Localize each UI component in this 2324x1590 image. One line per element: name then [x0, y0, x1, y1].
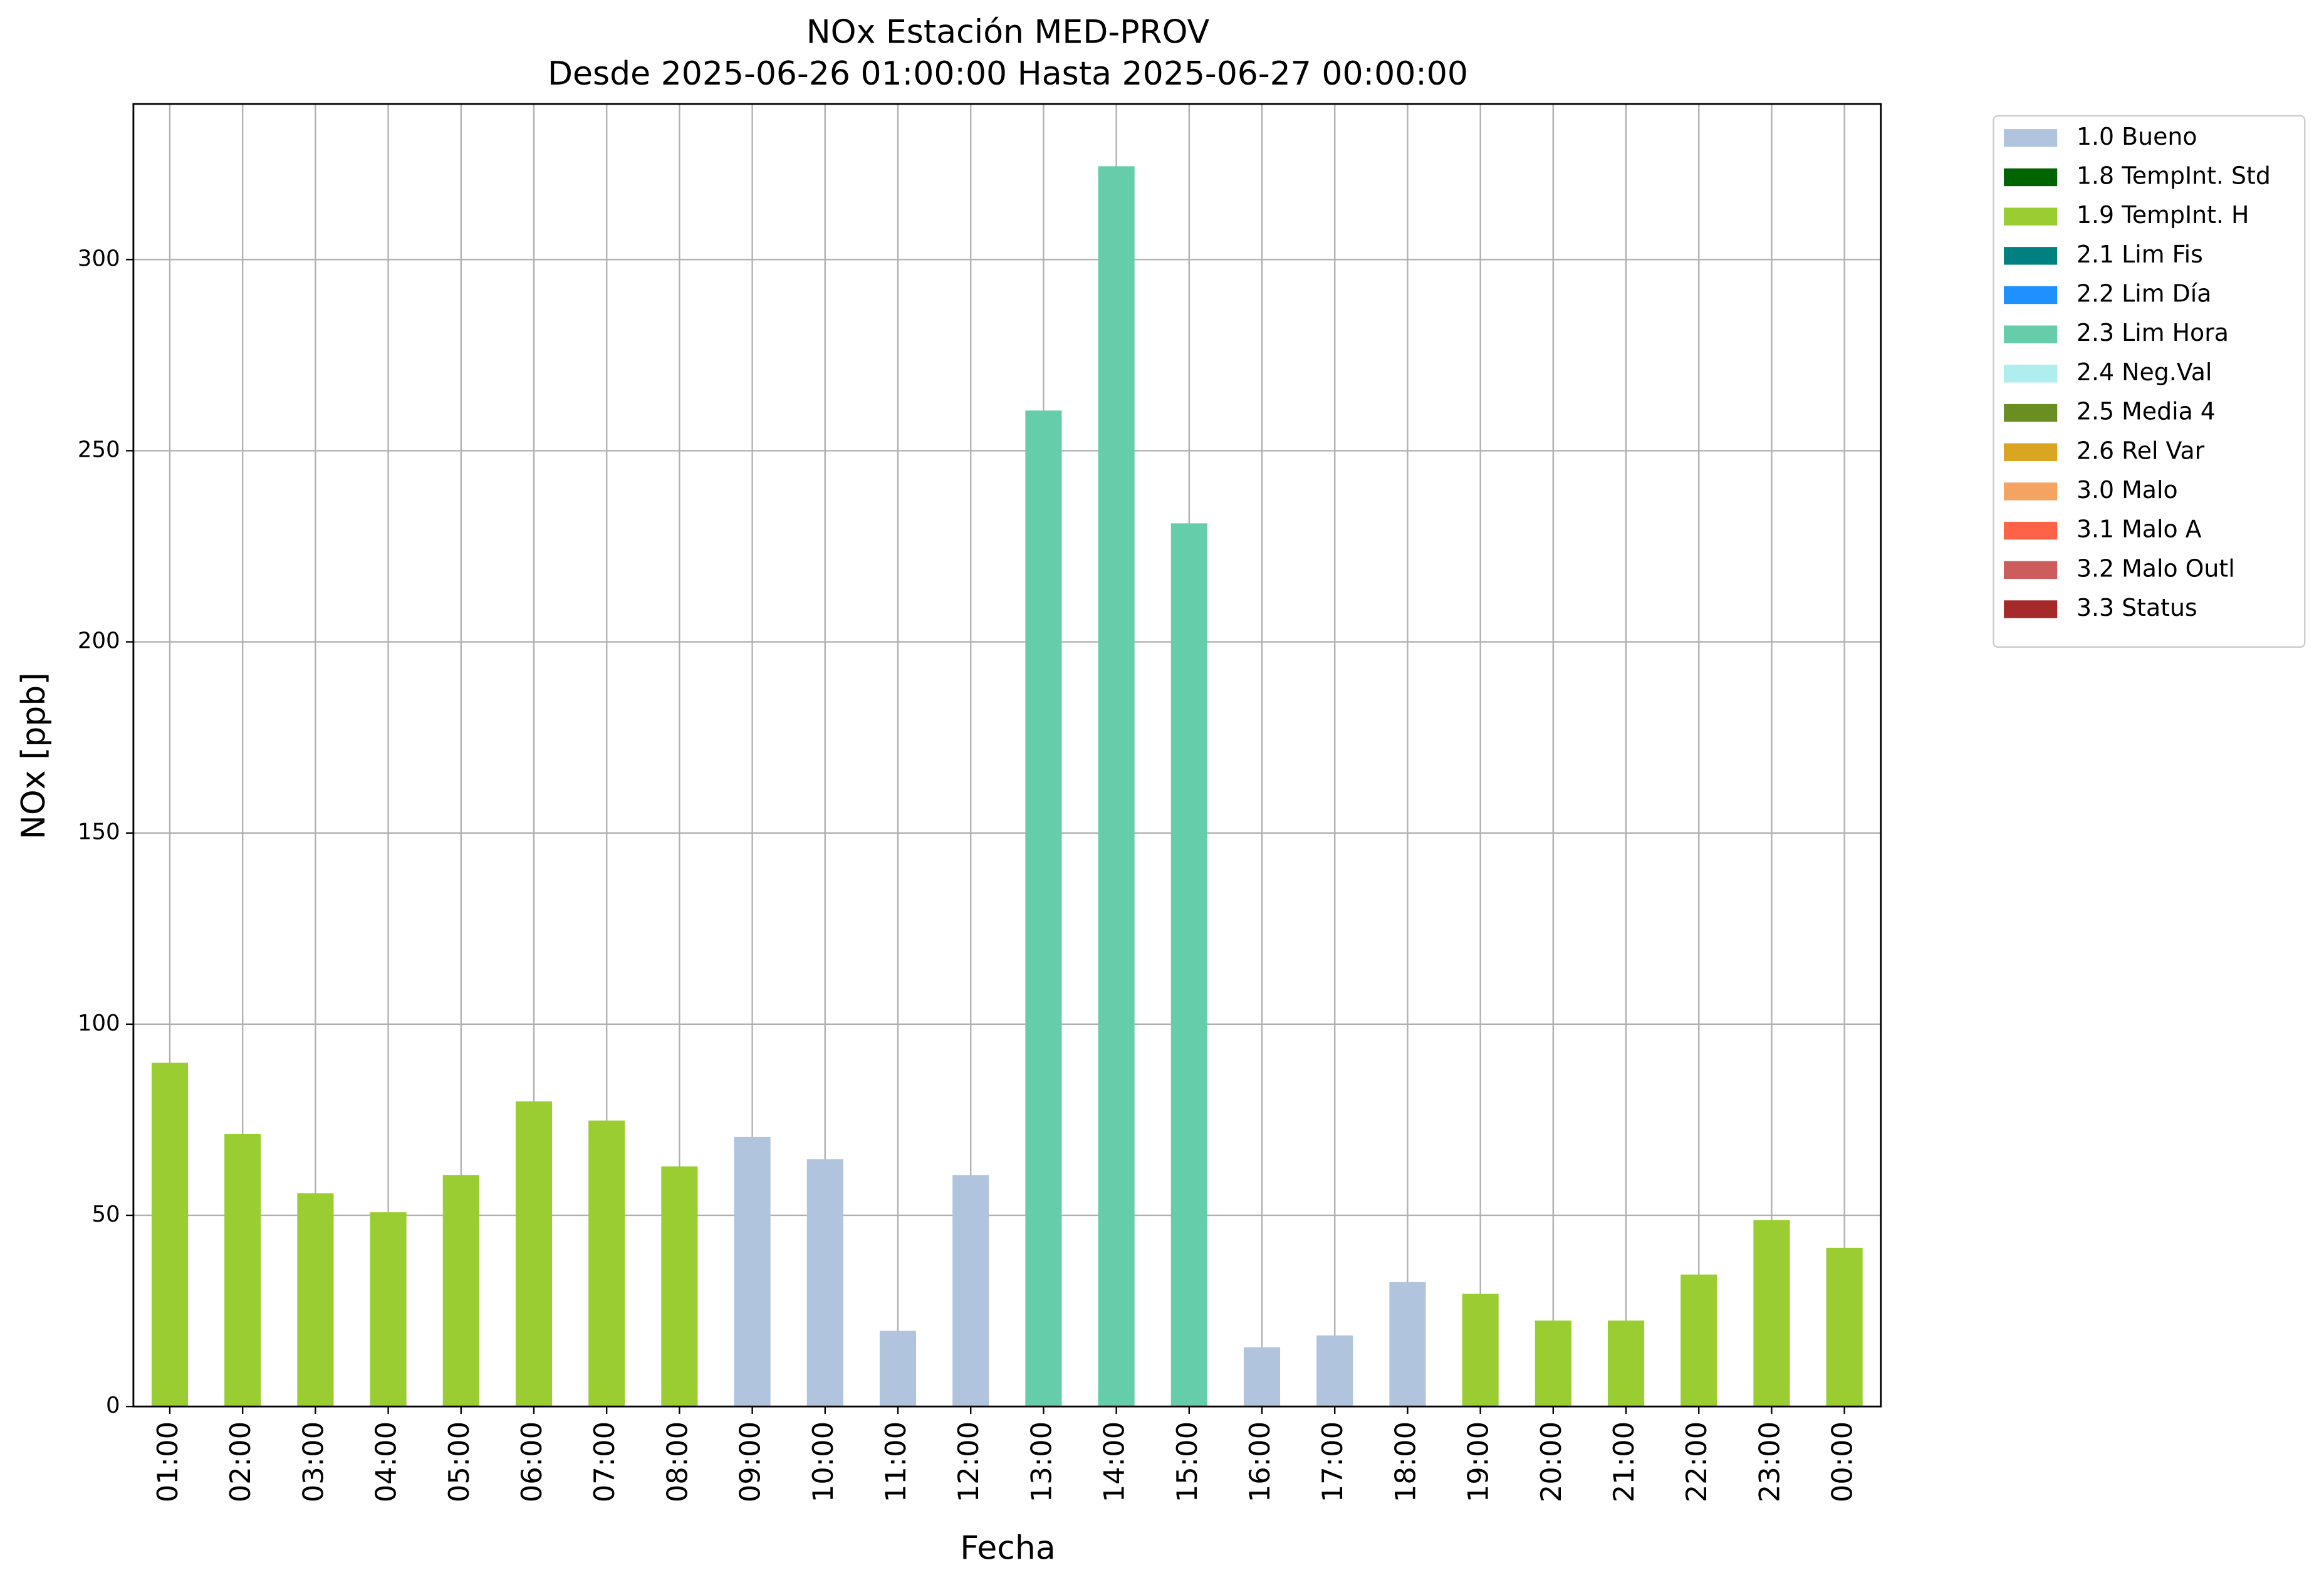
bar [1316, 1335, 1353, 1407]
bar [1025, 410, 1062, 1407]
legend-label: 3.3 Status [2076, 594, 2197, 621]
bar [952, 1175, 989, 1407]
legend-swatch [2004, 561, 2058, 579]
legend-label: 3.1 Malo A [2076, 516, 2202, 543]
legend-label: 2.4 Neg.Val [2076, 358, 2212, 386]
legend-swatch [2004, 443, 2058, 461]
legend-box [1993, 115, 2306, 648]
x-tick-label: 18:00 [1389, 1421, 1422, 1503]
bar [370, 1212, 407, 1407]
x-tick-label: 16:00 [1243, 1421, 1276, 1503]
legend-swatch [2004, 600, 2058, 618]
x-tick-label: 01:00 [151, 1421, 184, 1503]
x-tick-label: 09:00 [734, 1421, 767, 1503]
legend-swatch [2004, 521, 2058, 540]
legend-label: 2.6 Rel Var [2076, 437, 2205, 464]
y-tick-label: 300 [78, 246, 120, 271]
bar [224, 1133, 261, 1407]
bar [515, 1101, 553, 1407]
bar [1243, 1347, 1281, 1407]
x-tick-label: 07:00 [588, 1421, 621, 1503]
legend-swatch [2004, 325, 2058, 343]
bar [1389, 1282, 1426, 1407]
bar [442, 1175, 479, 1407]
legend-label: 3.2 Malo Outl [2076, 554, 2235, 582]
bar [1607, 1320, 1645, 1407]
legend-swatch [2004, 168, 2058, 187]
x-tick-label: 04:00 [370, 1421, 403, 1503]
y-tick-label: 150 [78, 819, 120, 845]
bar [879, 1331, 917, 1407]
legend-label: 2.1 Lim Fis [2076, 241, 2203, 268]
y-tick-label: 250 [78, 437, 120, 462]
bar [1098, 166, 1135, 1407]
x-tick-label: 23:00 [1753, 1421, 1786, 1503]
bar [1753, 1220, 1790, 1407]
legend-swatch [2004, 129, 2058, 147]
bar [151, 1063, 189, 1407]
bar [1680, 1274, 1717, 1407]
bar [1826, 1247, 1863, 1407]
y-tick-label: 200 [78, 628, 120, 654]
x-tick-label: 03:00 [296, 1421, 330, 1503]
plot-frame [132, 103, 1882, 1408]
bar [1170, 523, 1207, 1407]
x-tick-label: 20:00 [1535, 1421, 1568, 1503]
y-tick-label: 50 [91, 1202, 120, 1227]
x-tick-label: 06:00 [515, 1421, 548, 1503]
legend-swatch [2004, 365, 2058, 383]
x-tick-label: 12:00 [952, 1421, 985, 1503]
y-tick-label: 100 [78, 1011, 120, 1036]
x-tick-label: 17:00 [1316, 1421, 1349, 1503]
legend-label: 2.3 Lim Hora [2076, 319, 2229, 346]
bar [1462, 1294, 1499, 1407]
legend-label: 1.9 TempInt. H [2076, 201, 2249, 229]
legend-label: 1.8 TempInt. Std [2076, 162, 2271, 189]
y-tick-label: 0 [106, 1393, 120, 1418]
x-tick-label: 19:00 [1462, 1421, 1495, 1503]
bar [588, 1120, 625, 1407]
x-tick-label: 10:00 [806, 1421, 840, 1503]
y-axis-label: NOx [ppb] [15, 672, 53, 839]
x-tick-label: 13:00 [1024, 1421, 1058, 1503]
legend-swatch [2004, 247, 2058, 265]
x-tick-label: 00:00 [1826, 1421, 1859, 1503]
legend-swatch [2004, 482, 2058, 501]
bar [297, 1193, 334, 1407]
x-tick-label: 02:00 [224, 1421, 257, 1503]
x-tick-label: 22:00 [1680, 1421, 1713, 1503]
bar [806, 1159, 843, 1407]
legend-swatch [2004, 286, 2058, 304]
x-tick-label: 11:00 [879, 1421, 912, 1503]
legend-label: 3.0 Malo [2076, 476, 2178, 504]
x-tick-label: 15:00 [1170, 1421, 1204, 1503]
x-tick-label: 14:00 [1098, 1421, 1131, 1503]
chart-title: NOx Estación MED-PROV [806, 14, 1210, 51]
bar [661, 1166, 698, 1407]
bar [1535, 1320, 1571, 1407]
legend-label: 1.0 Bueno [2076, 123, 2197, 150]
x-tick-label: 08:00 [660, 1421, 694, 1503]
legend-label: 2.2 Lim Día [2076, 280, 2211, 308]
x-tick-label: 21:00 [1607, 1421, 1640, 1503]
x-tick-label: 05:00 [442, 1421, 476, 1503]
legend-label: 2.5 Media 4 [2076, 398, 2216, 425]
chart-subtitle: Desde 2025-06-26 01:00:00 Hasta 2025-06-… [548, 55, 1468, 93]
x-axis-label: Fecha [960, 1530, 1056, 1567]
legend-swatch [2004, 403, 2058, 422]
legend-swatch [2004, 207, 2058, 226]
bar [734, 1136, 771, 1407]
